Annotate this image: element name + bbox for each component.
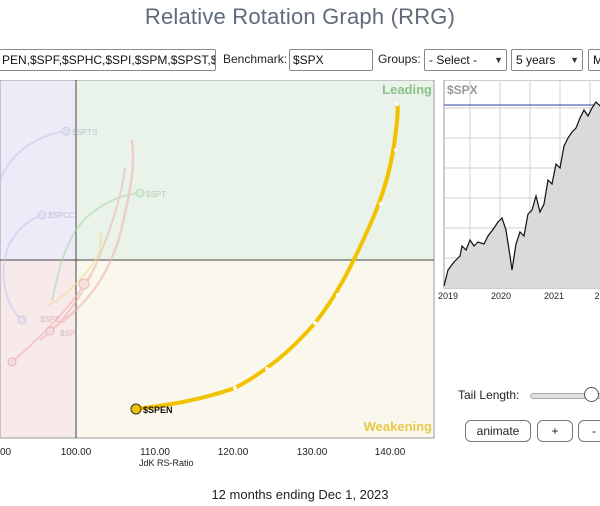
period-select[interactable]: 5 years ▼ <box>511 49 583 71</box>
spx-x-tick: 2021 <box>544 291 564 301</box>
animate-button[interactable]: animate <box>465 420 531 442</box>
spx-area <box>444 102 600 288</box>
tail-point <box>336 293 340 297</box>
ghost-label: $SPE <box>40 315 60 324</box>
tail-point <box>313 321 317 325</box>
x-tick: 00 <box>0 447 12 458</box>
tail-point <box>233 386 237 390</box>
benchmark-label: Benchmark: <box>223 52 288 66</box>
ghost-label: $SPCC <box>48 211 75 220</box>
rrg-chart[interactable]: $SPTS $SPT $SPCC $SPE $SP $SPEN Leading … <box>0 80 436 472</box>
tail-point <box>379 202 383 206</box>
extra-select-value: M <box>593 53 600 67</box>
ghost-label: $SPT <box>146 190 166 199</box>
weakening-label: Weakening <box>364 419 432 434</box>
plus-button[interactable]: + <box>537 420 573 442</box>
lagging-quadrant <box>0 260 76 438</box>
ghost-point <box>17 315 27 325</box>
ghost-tail <box>51 192 141 301</box>
spx-x-tick: 2 <box>594 291 599 301</box>
spx-chart: $SPX 2019 2020 2021 2 <box>436 80 600 305</box>
weakening-quadrant <box>76 260 434 438</box>
leading-label: Leading <box>382 82 432 97</box>
spx-line <box>443 101 600 287</box>
spx-x-tick: 2019 <box>438 291 458 301</box>
groups-select[interactable]: - Select - ▼ <box>424 49 507 71</box>
ghost-point <box>37 210 47 220</box>
ghost-point <box>7 357 17 367</box>
controls-bar: PEN,$SPF,$SPHC,$SPI,$SPM,$SPST,$ Benchma… <box>0 49 600 73</box>
spx-label: $SPX <box>447 83 478 97</box>
spen-label: $SPEN <box>143 405 173 415</box>
ghost-tail <box>47 231 102 306</box>
ghost-tail <box>49 139 135 332</box>
x-axis-title: JdK RS-Ratio <box>139 458 194 468</box>
x-tick: 100.00 <box>61 447 92 458</box>
tail-length-slider-handle[interactable] <box>584 387 599 402</box>
ghost-tail <box>11 264 97 363</box>
chevron-down-icon: ▼ <box>570 55 579 65</box>
ghost-tail <box>39 167 126 341</box>
tail-length-label: Tail Length: <box>458 388 520 402</box>
spen-tail <box>134 102 400 411</box>
leading-quadrant <box>76 80 434 260</box>
ghost-label: $SP <box>60 329 75 338</box>
x-tick: 140.00 <box>375 447 406 458</box>
tail-point <box>265 367 269 371</box>
tail-point <box>394 148 398 152</box>
ghost-label: $SPTS <box>72 128 97 137</box>
chevron-down-icon: ▼ <box>494 55 503 65</box>
tail-point <box>395 102 399 106</box>
extra-select[interactable]: M <box>588 49 600 71</box>
x-tick: 130.00 <box>297 447 328 458</box>
ghost-tail <box>0 130 67 181</box>
improving-quadrant <box>0 80 76 260</box>
ghost-point <box>135 188 145 198</box>
symbols-input[interactable]: PEN,$SPF,$SPHC,$SPI,$SPM,$SPST,$ <box>0 49 216 71</box>
x-tick: 120.00 <box>218 447 249 458</box>
footer-date: 12 months ending Dec 1, 2023 <box>211 487 389 502</box>
ghost-tail <box>2 214 43 321</box>
ghost-point <box>45 326 55 336</box>
spen-head-point[interactable] <box>130 403 142 415</box>
tail-length-slider[interactable] <box>530 393 600 399</box>
x-tick: 110.00 <box>140 447 170 458</box>
benchmark-input[interactable]: $SPX <box>289 49 373 71</box>
groups-select-value: - Select - <box>429 53 478 67</box>
plot-border <box>0 80 435 439</box>
ghost-point <box>61 126 71 136</box>
ghost-point <box>78 278 90 290</box>
period-select-value: 5 years <box>516 53 556 67</box>
spx-x-tick: 2020 <box>491 291 511 301</box>
page-title: Relative Rotation Graph (RRG) <box>144 4 456 29</box>
groups-label: Groups: <box>378 52 421 66</box>
ghost-tails: $SPTS $SPT $SPCC $SPE $SP <box>0 126 166 367</box>
minus-button[interactable]: - <box>578 420 600 442</box>
